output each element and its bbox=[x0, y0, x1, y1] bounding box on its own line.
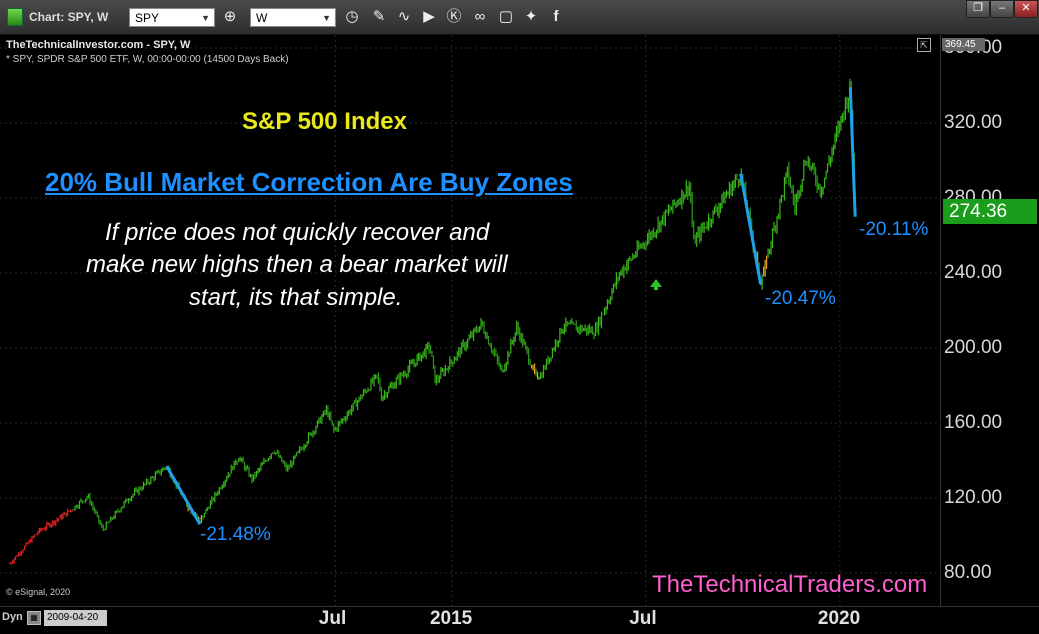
time-axis-bar: Dyn ▦ 2009-04-20 bbox=[0, 606, 1039, 634]
price-chart bbox=[0, 35, 940, 606]
chart-header-title: TheTechnicalInvestor.com - SPY, W bbox=[6, 39, 191, 51]
chart-header-subtitle: * SPY, SPDR S&P 500 ETF, W, 00:00-00:00 … bbox=[6, 54, 289, 65]
close-button[interactable]: ✕ bbox=[1014, 0, 1038, 18]
line-icon[interactable]: ∿ bbox=[397, 8, 411, 25]
body-annotation-line2: make new highs then a bear market will bbox=[86, 251, 508, 278]
high-price-label: 369.45 bbox=[942, 38, 985, 51]
play-icon[interactable]: ▶ bbox=[423, 8, 435, 25]
watermark: TheTechnicalTraders.com bbox=[652, 571, 928, 598]
y-tick-label: 320.00 bbox=[944, 112, 1003, 133]
last-price-badge: 274.36 bbox=[943, 199, 1037, 224]
minimize-button[interactable]: – bbox=[990, 0, 1014, 18]
chevron-down-icon[interactable]: ▼ bbox=[322, 13, 331, 23]
app-icon bbox=[7, 8, 23, 26]
chevron-down-icon[interactable]: ▼ bbox=[201, 13, 210, 23]
drawdown-label-2011: -21.48% bbox=[200, 524, 271, 545]
crosshair-icon[interactable]: ⊕ bbox=[223, 8, 237, 25]
plot-area[interactable]: TheTechnicalInvestor.com - SPY, W * SPY,… bbox=[0, 35, 940, 606]
interval-select[interactable]: W ▼ bbox=[250, 8, 336, 27]
drawdown-line[interactable] bbox=[165, 465, 202, 525]
copyright-label: © eSignal, 2020 bbox=[6, 587, 71, 597]
drawdown-label-2020: -20.11% bbox=[859, 219, 929, 240]
restore-button[interactable]: ❐ bbox=[966, 0, 990, 18]
chart-window-titlebar: Chart: SPY, W SPY ▼ ⊕ W ▼ ◷ ✎ ∿ ▶ Ⓚ ∞ ▢ … bbox=[0, 0, 1039, 35]
x-tick-label: Jul bbox=[629, 608, 657, 629]
body-annotation-line3: start, its that simple. bbox=[189, 284, 403, 311]
y-tick-label: 200.00 bbox=[944, 337, 1003, 358]
pencil-icon[interactable]: ✎ bbox=[372, 8, 386, 25]
symbol-input[interactable]: SPY ▼ bbox=[129, 8, 215, 27]
body-annotation-line1: If price does not quickly recover and bbox=[105, 219, 490, 246]
drawdown-line[interactable] bbox=[848, 87, 857, 217]
y-axis[interactable]: 80.00 120.00 160.00 200.00 240.00 280.00 320.0… bbox=[940, 35, 1039, 606]
share-icon[interactable]: ▢ bbox=[498, 8, 514, 25]
headline-annotation: 20% Bull Market Correction Are Buy Zones bbox=[45, 167, 573, 197]
dyn-label[interactable]: Dyn bbox=[2, 611, 23, 623]
y-tick-label: 120.00 bbox=[944, 487, 1003, 508]
date-readout: 2009-04-20 bbox=[44, 610, 107, 626]
y-tick-label: 80.00 bbox=[944, 562, 992, 583]
lock-icon[interactable]: ▦ bbox=[27, 611, 41, 625]
drawdown-line[interactable] bbox=[739, 173, 763, 285]
drawdown-label-2018: -20.47% bbox=[765, 288, 836, 309]
x-tick-label: Jul bbox=[318, 608, 347, 629]
facebook-icon[interactable]: f bbox=[553, 8, 559, 25]
x-tick-label: 2020 bbox=[817, 608, 861, 629]
up-arrow-marker-icon bbox=[650, 279, 662, 290]
alert-icon[interactable]: Ⓚ bbox=[446, 8, 462, 25]
x-tick-label: 2015 bbox=[429, 608, 473, 629]
symbol-value: SPY bbox=[135, 11, 160, 25]
link-icon[interactable]: ∞ bbox=[474, 8, 486, 25]
expand-icon[interactable]: ⇱ bbox=[917, 38, 931, 52]
clock-icon[interactable]: ◷ bbox=[345, 8, 359, 25]
index-title: S&P 500 Index bbox=[242, 108, 407, 135]
y-tick-label: 240.00 bbox=[944, 262, 1003, 283]
twitter-icon[interactable]: ✦ bbox=[524, 8, 538, 25]
interval-value: W bbox=[256, 11, 268, 25]
y-tick-label: 160.00 bbox=[944, 412, 1003, 433]
chart-window-label: Chart: SPY, W bbox=[29, 10, 109, 24]
